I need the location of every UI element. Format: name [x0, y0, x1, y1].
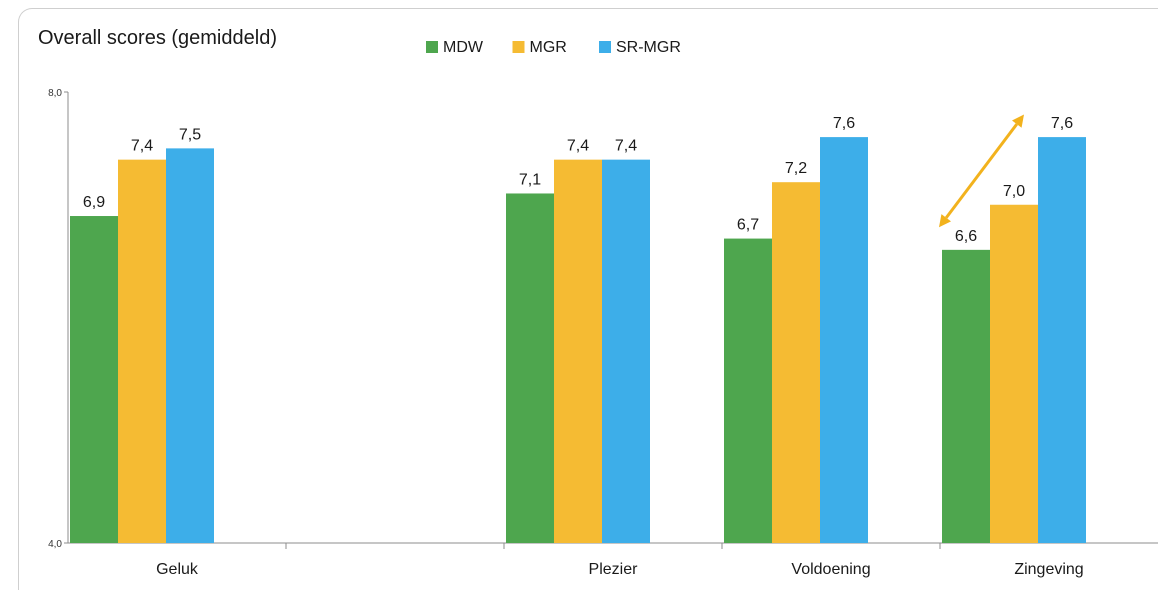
data-label: 7,0: [1003, 183, 1025, 200]
y-tick-label: 8,0: [48, 88, 62, 99]
data-label: 6,7: [737, 217, 759, 234]
bar-mdw: [70, 216, 118, 543]
x-tick-label: Geluk: [156, 561, 199, 578]
data-label: 7,4: [615, 138, 637, 155]
chart-title: Overall scores (gemiddeld): [38, 27, 277, 49]
data-label: 7,5: [179, 126, 201, 143]
data-label: 7,6: [1051, 115, 1073, 132]
legend-swatch-mgr: [512, 41, 525, 53]
y-tick-label: 4,0: [48, 539, 62, 550]
bar-mgr: [990, 204, 1038, 543]
bar-sr-mgr: [1038, 137, 1086, 543]
chart-frame: [18, 8, 1158, 590]
bars: 6,9 7,1 6,7 6,6 7,4 7,4 7,2 7,0 7,5 7,4 7,6 7,6: [70, 115, 1086, 543]
legend-label: MDW: [443, 39, 484, 56]
data-label: 7,4: [567, 138, 589, 155]
data-label: 6,6: [955, 228, 977, 245]
legend-swatch-sr-mgr: [599, 41, 611, 53]
x-tick-label: Voldoening: [791, 561, 870, 578]
legend-label: MGR: [530, 39, 567, 56]
legend-label: SR-MGR: [616, 39, 681, 56]
bar-mgr: [554, 159, 602, 543]
bar-mdw: [724, 238, 772, 543]
bar-mdw: [506, 193, 554, 543]
data-label: 6,9: [83, 194, 105, 211]
legend-swatch-mdw: [426, 41, 438, 53]
bar-sr-mgr: [166, 148, 214, 543]
bar-sr-mgr: [820, 137, 868, 543]
x-tick-label: Zingeving: [1014, 561, 1083, 578]
annotation-arrowhead: [1011, 114, 1024, 128]
data-label: 7,2: [785, 160, 807, 177]
legend: MDW MGR SR-MGR: [426, 39, 681, 56]
bar-mgr: [772, 182, 820, 543]
data-label: 7,1: [519, 171, 541, 188]
annotations: [939, 114, 1024, 228]
annotation-arrowhead: [939, 214, 952, 228]
bar-sr-mgr: [602, 159, 650, 543]
annotation-arrow-line: [945, 123, 1018, 219]
x-tick-label: Plezier: [589, 561, 639, 578]
data-label: 7,4: [131, 138, 153, 155]
bar-mgr: [118, 159, 166, 543]
bar-mdw: [942, 249, 990, 543]
data-label: 7,6: [833, 115, 855, 132]
